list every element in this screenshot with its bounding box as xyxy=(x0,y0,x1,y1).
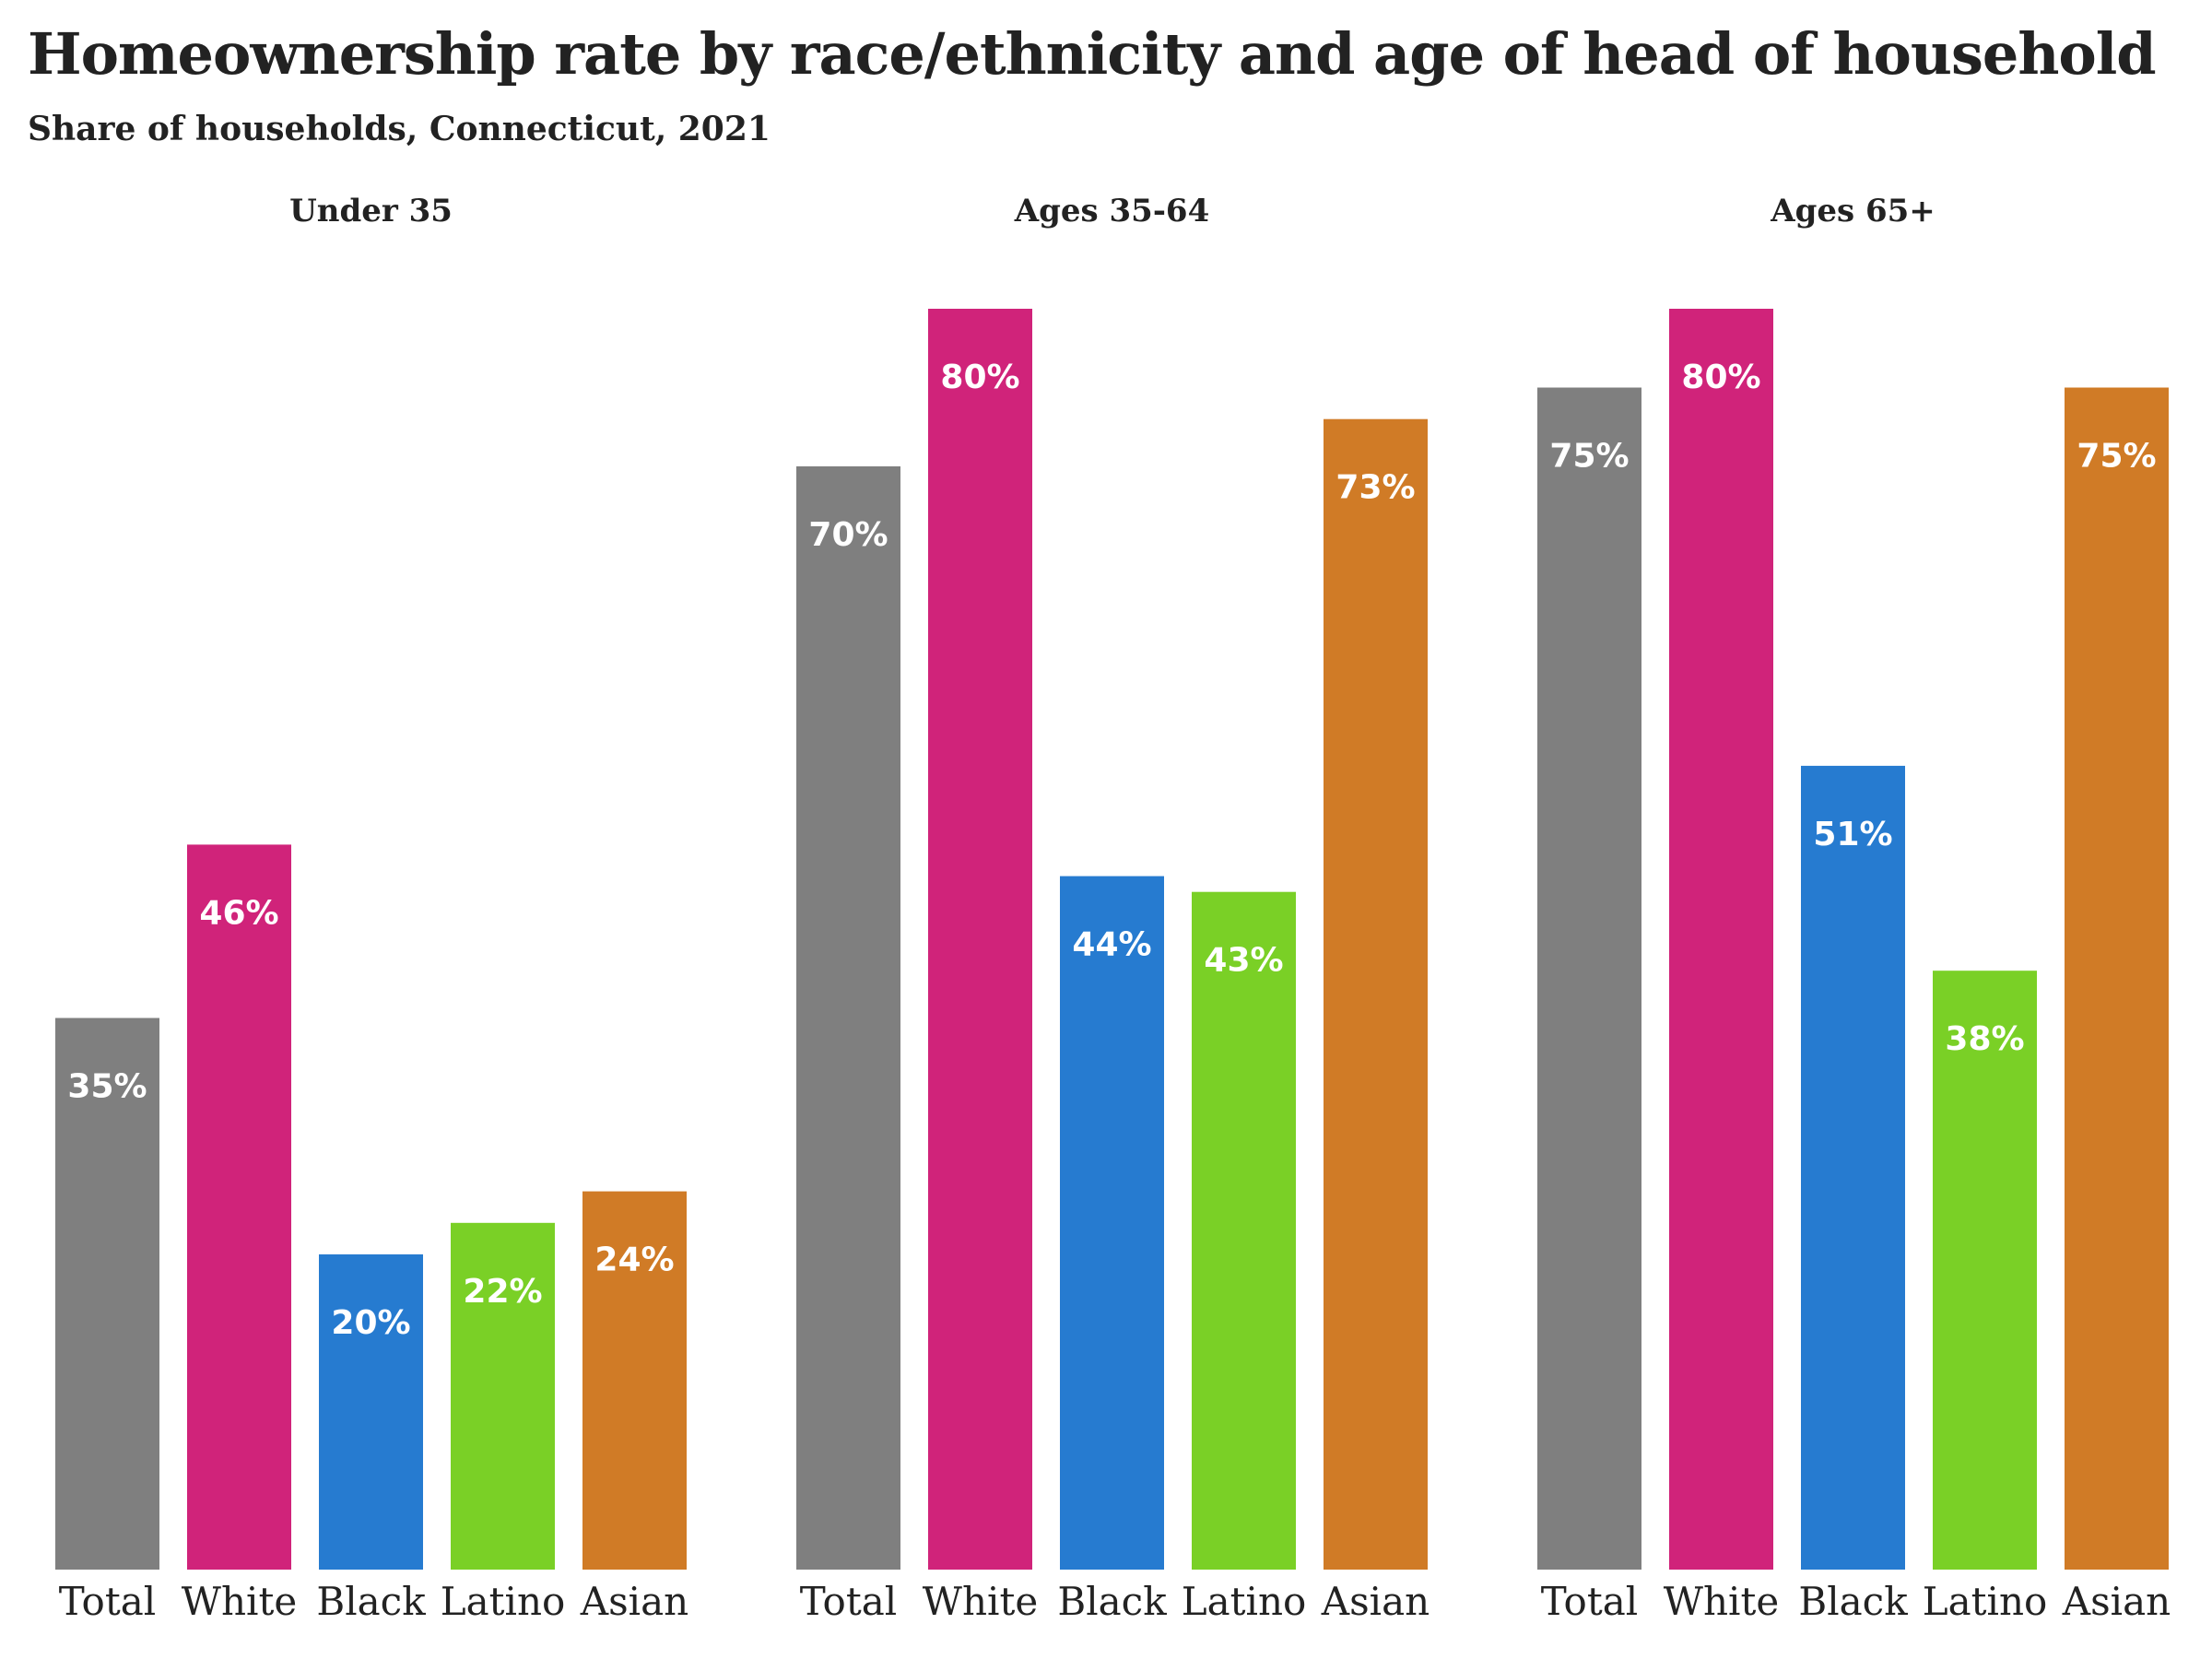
panel-ages-35-64: Ages 35-64 70% Total 80% White 44% Black 43% Lat… xyxy=(796,193,1430,1624)
chart-subtitle: Share of households, Connecticut, 2021 xyxy=(28,110,771,148)
tick-label-under-35-white: White xyxy=(182,1579,297,1624)
bar-ages-65-total xyxy=(1537,387,1641,1570)
value-label-under-35-total: 35% xyxy=(67,1068,147,1106)
tick-label-ages-65-asian: Asian xyxy=(2062,1579,2171,1624)
tick-label-ages-65-white: White xyxy=(1664,1579,1779,1624)
value-label-under-35-asian: 24% xyxy=(594,1241,674,1279)
tick-label-ages-35-64-total: Total xyxy=(800,1579,897,1624)
panel-title-ages-35-64: Ages 35-64 xyxy=(1014,193,1210,229)
bar-ages-35-64-black xyxy=(1060,876,1164,1570)
value-label-ages-65-white: 80% xyxy=(1681,359,1760,396)
panel-title-ages-65: Ages 65+ xyxy=(1770,193,1936,229)
tick-label-ages-35-64-latino: Latino xyxy=(1182,1579,1307,1624)
tick-label-ages-65-black: Black xyxy=(1798,1579,1908,1624)
bar-ages-65-asian xyxy=(2065,387,2169,1570)
bar-under-35-black xyxy=(319,1254,423,1570)
value-label-ages-35-64-black: 44% xyxy=(1072,926,1151,964)
panel-under-35: Under 35 35% Total 46% White 20% Black 22% Latin… xyxy=(55,193,688,1624)
tick-label-ages-35-64-black: Black xyxy=(1057,1579,1167,1624)
bar-ages-35-64-asian xyxy=(1324,418,1428,1571)
value-label-ages-35-64-white: 80% xyxy=(940,359,1019,396)
chart-title: Homeownership rate by race/ethnicity and… xyxy=(28,20,2157,88)
value-label-under-35-black: 20% xyxy=(331,1304,410,1342)
value-label-ages-65-latino: 38% xyxy=(1945,1020,2024,1058)
bar-ages-35-64-total xyxy=(796,466,900,1570)
value-label-ages-65-total: 75% xyxy=(1549,438,1629,476)
tick-label-under-35-total: Total xyxy=(59,1579,156,1624)
bar-ages-65-white xyxy=(1669,309,1773,1570)
tick-label-under-35-black: Black xyxy=(316,1579,426,1624)
bar-ages-65-latino xyxy=(1933,971,2037,1570)
bar-ages-35-64-white xyxy=(928,309,1032,1570)
value-label-under-35-latino: 22% xyxy=(463,1273,542,1311)
bar-ages-65-black xyxy=(1801,765,1905,1570)
bar-ages-35-64-latino xyxy=(1192,891,1296,1570)
value-label-ages-65-asian: 75% xyxy=(2077,438,2156,476)
tick-label-under-35-asian: Asian xyxy=(580,1579,688,1624)
value-label-ages-65-black: 51% xyxy=(1813,816,1892,853)
tick-label-ages-35-64-asian: Asian xyxy=(1321,1579,1430,1624)
bar-under-35-white xyxy=(187,844,291,1570)
value-label-under-35-white: 46% xyxy=(199,894,278,932)
value-label-ages-35-64-total: 70% xyxy=(808,516,888,554)
tick-label-under-35-latino: Latino xyxy=(441,1579,566,1624)
bar-under-35-asian xyxy=(582,1191,687,1570)
tick-label-ages-65-latino: Latino xyxy=(1923,1579,2048,1624)
value-label-ages-35-64-latino: 43% xyxy=(1204,942,1283,980)
panel-title-under-35: Under 35 xyxy=(289,193,453,229)
bar-under-35-latino xyxy=(451,1222,555,1570)
tick-label-ages-65-total: Total xyxy=(1541,1579,1638,1624)
tick-label-ages-35-64-white: White xyxy=(923,1579,1038,1624)
panel-ages-65: Ages 65+ 75% Total 80% White 51% Black 38% Latin… xyxy=(1537,193,2171,1624)
value-label-ages-35-64-asian: 73% xyxy=(1335,469,1415,507)
bar-under-35-total xyxy=(55,1018,159,1570)
